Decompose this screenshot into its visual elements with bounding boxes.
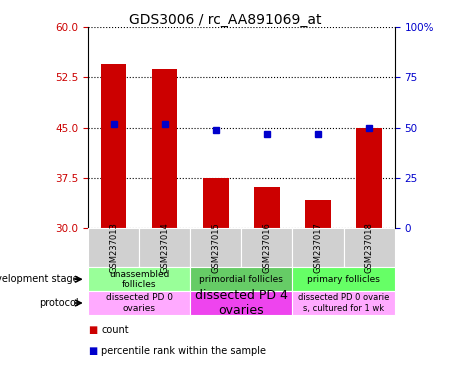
Text: GSM237015: GSM237015 xyxy=(211,223,220,273)
Bar xyxy=(88,291,190,315)
Text: dissected PD 4
ovaries: dissected PD 4 ovaries xyxy=(195,289,288,317)
Text: primordial follicles: primordial follicles xyxy=(199,275,283,284)
Text: count: count xyxy=(101,325,129,335)
Text: ■: ■ xyxy=(88,325,97,335)
Bar xyxy=(190,291,292,315)
Bar xyxy=(254,187,280,228)
Bar xyxy=(190,228,241,267)
Bar xyxy=(203,178,229,228)
Text: unassembled
follicles: unassembled follicles xyxy=(109,270,169,289)
Bar xyxy=(88,228,139,267)
Bar xyxy=(292,291,395,315)
Text: GDS3006 / rc_AA891069_at: GDS3006 / rc_AA891069_at xyxy=(129,13,322,27)
Bar xyxy=(190,267,292,291)
Bar xyxy=(344,228,395,267)
Text: GSM237014: GSM237014 xyxy=(160,223,169,273)
Bar xyxy=(292,267,395,291)
Text: protocol: protocol xyxy=(39,298,79,308)
Bar xyxy=(88,267,190,291)
Text: GSM237017: GSM237017 xyxy=(313,222,322,273)
Bar xyxy=(241,228,292,267)
Text: GSM237018: GSM237018 xyxy=(364,222,373,273)
Text: GSM237016: GSM237016 xyxy=(262,222,272,273)
Text: percentile rank within the sample: percentile rank within the sample xyxy=(101,346,267,356)
Bar xyxy=(101,64,126,228)
Bar xyxy=(356,127,382,228)
Text: ■: ■ xyxy=(88,346,97,356)
Bar xyxy=(152,68,177,228)
Text: primary follicles: primary follicles xyxy=(307,275,380,284)
Bar xyxy=(292,228,344,267)
Text: development stage: development stage xyxy=(0,274,79,284)
Bar xyxy=(139,228,190,267)
Text: dissected PD 0 ovarie
s, cultured for 1 wk: dissected PD 0 ovarie s, cultured for 1 … xyxy=(298,293,389,313)
Text: dissected PD 0
ovaries: dissected PD 0 ovaries xyxy=(106,293,173,313)
Bar xyxy=(305,200,331,228)
Text: GSM237013: GSM237013 xyxy=(109,222,118,273)
